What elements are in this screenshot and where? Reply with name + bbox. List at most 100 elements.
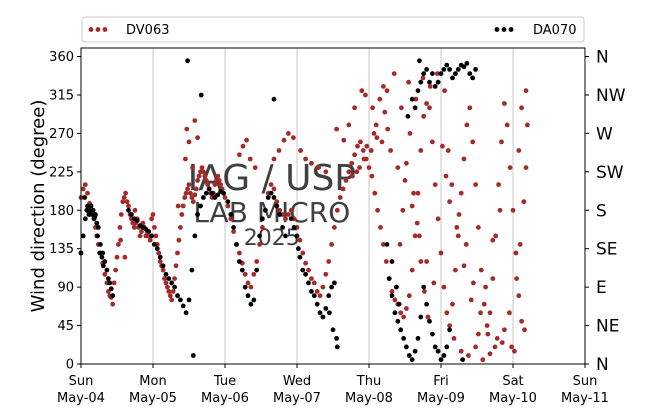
data-point [132, 207, 138, 213]
data-point [398, 310, 404, 316]
y-tick-label: 225 [49, 165, 74, 180]
data-point [396, 301, 402, 307]
watermark-line: LAB MICRO [193, 196, 350, 229]
data-point [370, 105, 375, 111]
data-point [354, 169, 360, 175]
data-point [209, 190, 215, 196]
data-point [334, 207, 340, 213]
y-tick-label: 135 [49, 242, 74, 257]
data-point [332, 225, 337, 230]
data-point [131, 225, 137, 230]
data-point [190, 199, 196, 205]
data-point [195, 178, 201, 183]
data-point [291, 135, 296, 141]
data-point [320, 284, 326, 290]
data-point [329, 284, 334, 290]
data-point [377, 96, 383, 102]
data-point [134, 218, 140, 223]
data-point [323, 169, 329, 175]
data-point [450, 75, 455, 81]
data-point [443, 173, 449, 179]
data-point [162, 276, 167, 281]
data-point [392, 297, 398, 303]
y2-tick-label: NW [596, 86, 626, 106]
data-point [175, 250, 180, 256]
series-da070 [78, 58, 478, 363]
data-point [334, 126, 339, 132]
data-point [409, 203, 415, 209]
data-point [404, 306, 409, 311]
data-point [82, 195, 87, 200]
data-point [178, 297, 183, 303]
data-point [100, 263, 106, 269]
y-tick-label: 270 [49, 127, 74, 142]
data-point [186, 297, 192, 303]
data-point [371, 131, 377, 136]
data-point [198, 92, 204, 98]
data-point [487, 351, 493, 357]
data-point [202, 173, 208, 179]
data-point [95, 225, 101, 230]
data-point [483, 284, 488, 290]
data-point [422, 289, 427, 294]
x-tick-date: May-07 [273, 391, 321, 406]
data-point [196, 173, 202, 179]
data-point [384, 88, 390, 94]
data-point [317, 293, 323, 299]
data-point [417, 58, 422, 64]
data-point [118, 237, 123, 243]
data-point [464, 61, 470, 66]
data-point [190, 165, 196, 171]
data-point [311, 280, 317, 286]
data-point [215, 192, 221, 198]
data-point [418, 259, 424, 264]
data-point [461, 263, 467, 269]
data-point [504, 122, 510, 128]
data-point [146, 229, 152, 235]
legend-marker-da070 [494, 27, 514, 32]
data-point [179, 212, 185, 217]
data-point [471, 280, 476, 286]
data-point [334, 336, 339, 341]
data-point [178, 225, 183, 230]
data-point [461, 64, 467, 70]
data-point [406, 79, 411, 85]
data-point [359, 88, 365, 94]
data-point [110, 301, 116, 307]
data-point [478, 310, 483, 316]
data-point [427, 84, 433, 89]
data-point [98, 242, 103, 247]
data-point [137, 233, 143, 239]
data-point [425, 314, 431, 320]
data-point [341, 137, 347, 143]
data-point [441, 353, 447, 358]
x-tick-day: Fri [433, 374, 449, 389]
data-point [157, 254, 163, 260]
data-point [173, 263, 179, 269]
data-point [84, 207, 90, 213]
data-point [337, 195, 343, 200]
data-point [458, 190, 464, 196]
data-point [240, 143, 246, 149]
y-axis-ticks: 0 45 90 135 180 225 270 315 360 [49, 50, 81, 373]
data-point [412, 105, 418, 111]
y2-tick-label: N [596, 48, 609, 68]
data-point [107, 280, 113, 286]
data-point [467, 105, 473, 111]
x-axis-ticks: Sun May-04 Mon May-05 Tue May-06 Wed May-07 Thu M… [57, 364, 609, 406]
data-point [449, 182, 455, 188]
data-point [228, 212, 234, 217]
data-point [407, 131, 413, 136]
data-point [184, 126, 190, 132]
data-point [332, 280, 337, 286]
data-point [309, 160, 314, 166]
data-point [458, 348, 464, 354]
legend-marker-dv063 [88, 27, 108, 32]
data-point [438, 357, 444, 363]
data-point [444, 344, 450, 350]
data-point [361, 156, 367, 162]
data-point [451, 336, 457, 341]
data-point [170, 289, 176, 294]
data-point [102, 271, 108, 277]
